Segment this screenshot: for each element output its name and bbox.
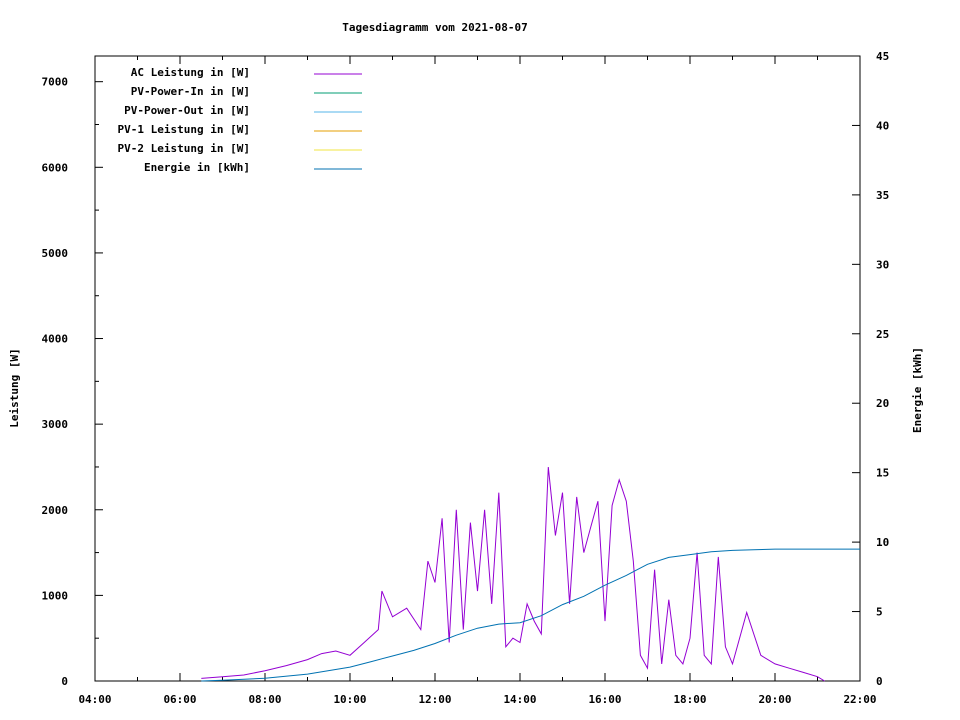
chart-title: Tagesdiagramm vom 2021-08-07 <box>342 21 527 34</box>
y2-tick-label: 30 <box>876 258 889 271</box>
legend-label: PV-Power-In in [W] <box>131 85 250 98</box>
y-tick-label: 7000 <box>42 76 69 89</box>
x-tick-label: 16:00 <box>588 693 621 706</box>
y-tick-label: 0 <box>61 675 68 688</box>
legend-label: PV-2 Leistung in [W] <box>118 142 250 155</box>
x-tick-label: 06:00 <box>163 693 196 706</box>
legend-label: AC Leistung in [W] <box>131 66 250 79</box>
x-tick-label: 18:00 <box>673 693 706 706</box>
y-tick-label: 4000 <box>42 333 69 346</box>
y2-tick-label: 0 <box>876 675 883 688</box>
y2-tick-label: 45 <box>876 50 889 63</box>
legend-label: Energie in [kWh] <box>144 161 250 174</box>
y-tick-label: 5000 <box>42 247 69 260</box>
y-tick-label: 3000 <box>42 418 69 431</box>
x-tick-label: 22:00 <box>843 693 876 706</box>
y2-tick-label: 15 <box>876 467 889 480</box>
x-tick-label: 12:00 <box>418 693 451 706</box>
series-line-energie <box>201 548 860 682</box>
y-axis-left: 0 1000 2000 3000 4000 5000 6000 7000 <box>42 76 103 688</box>
x-tick-label: 20:00 <box>758 693 791 706</box>
y2-tick-label: 10 <box>876 536 889 549</box>
legend-label: PV-Power-Out in [W] <box>124 104 250 117</box>
y2-tick-label: 5 <box>876 606 883 619</box>
x-tick-label: 08:00 <box>248 693 281 706</box>
legend: AC Leistung in [W] PV-Power-In in [W] PV-P… <box>118 66 362 174</box>
y2-tick-label: 25 <box>876 328 889 341</box>
series-group <box>201 466 860 682</box>
y-axis-label: Leistung [W] <box>8 348 21 427</box>
x-axis: 04:00 06:00 08:00 10:00 12:00 14:00 16:00 18:00… <box>78 56 877 706</box>
series-line-ac-leistung <box>201 466 825 682</box>
y-tick-label: 1000 <box>42 589 69 602</box>
x-tick-label: 10:00 <box>333 693 366 706</box>
y2-tick-label: 35 <box>876 189 889 202</box>
x-tick-label: 04:00 <box>78 693 111 706</box>
y2-tick-label: 40 <box>876 119 889 132</box>
x-tick-label: 14:00 <box>503 693 536 706</box>
y-tick-label: 6000 <box>42 161 69 174</box>
y-tick-label: 2000 <box>42 504 69 517</box>
y2-tick-label: 20 <box>876 397 889 410</box>
y2-axis-label: Energie [kWh] <box>911 347 924 433</box>
y-axis-right: 0 5 10 15 20 25 30 35 40 45 <box>852 50 889 688</box>
legend-label: PV-1 Leistung in [W] <box>118 123 250 136</box>
